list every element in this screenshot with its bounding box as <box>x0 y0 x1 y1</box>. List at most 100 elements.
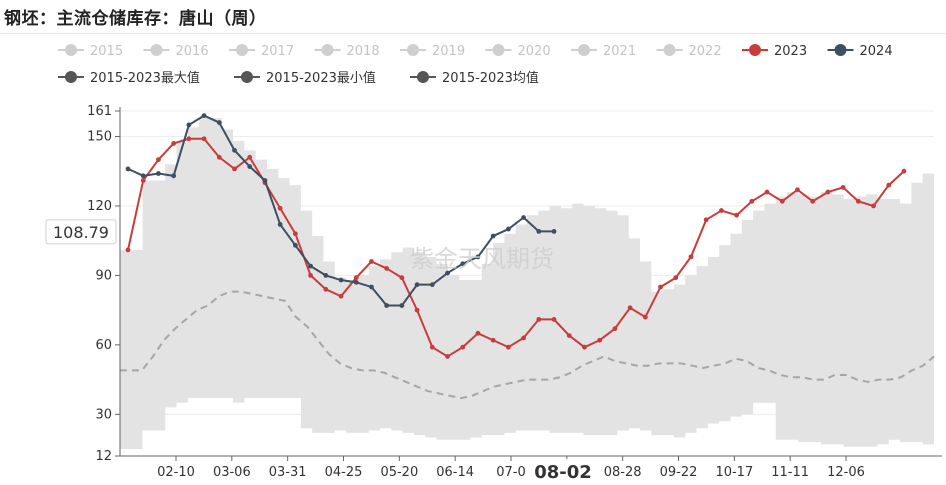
series-group <box>125 113 907 359</box>
legend-marker-7 <box>663 44 676 56</box>
legend-item-0[interactable]: 2015 <box>58 44 123 59</box>
y-tick-label-1: 30 <box>95 407 112 422</box>
point-2023-17 <box>384 266 390 271</box>
point-2023-50 <box>886 182 892 188</box>
chart-title: 钢坯：主流仓储库存：唐山（周） <box>4 9 267 29</box>
point-2023-22 <box>460 344 466 350</box>
point-2024-17 <box>384 303 390 308</box>
point-2024-26 <box>521 215 526 220</box>
point-2023-23 <box>475 330 481 336</box>
point-2023-44 <box>795 187 800 193</box>
legend-item-8[interactable]: 2023 <box>742 44 807 59</box>
point-2023-1 <box>140 178 146 183</box>
average-line-group <box>120 290 935 400</box>
legend-item-11[interactable]: 2015-2023最小值 <box>234 70 376 86</box>
point-2024-7 <box>232 147 237 153</box>
x-tick-label-5: 06-14 <box>436 465 474 480</box>
legend-item-6[interactable]: 2021 <box>571 44 636 59</box>
x-tick-label-0: 02-10 <box>157 465 195 480</box>
legend-marker-8 <box>749 44 761 56</box>
legend-label-2: 2017 <box>261 44 294 59</box>
legend-label-10: 2015-2023最大值 <box>90 70 200 86</box>
legend-item-10[interactable]: 2015-2023最大值 <box>58 70 200 86</box>
x-tick-label-11: 11-11 <box>771 465 809 480</box>
legend-item-1[interactable]: 2016 <box>143 44 209 59</box>
point-2023-32 <box>612 326 618 332</box>
x-tick-label-10: 10-17 <box>715 465 753 480</box>
point-2024-3 <box>171 173 177 179</box>
point-2024-12 <box>308 263 313 269</box>
point-2024-14 <box>338 277 344 283</box>
point-2023-18 <box>399 275 405 281</box>
point-2023-6 <box>216 154 222 160</box>
legend-marker-1 <box>150 44 163 56</box>
y-tick-label-2: 60 <box>95 338 112 353</box>
point-2023-4 <box>186 136 192 142</box>
point-2023-10 <box>277 205 283 211</box>
point-2024-0 <box>125 166 131 172</box>
legend-marker-9 <box>834 44 847 56</box>
point-2024-6 <box>216 120 222 125</box>
point-2023-12 <box>308 272 313 278</box>
y-tick-label-3: 90 <box>95 268 112 283</box>
max-min-band <box>120 117 934 450</box>
point-2023-34 <box>642 314 648 320</box>
point-2023-39 <box>718 208 724 213</box>
legend-item-5[interactable]: 2020 <box>485 44 551 59</box>
point-2023-13 <box>323 286 329 292</box>
legend-label-3: 2018 <box>347 44 380 59</box>
cursor-date-label: 08-02 <box>534 462 592 483</box>
legend-label-6: 2021 <box>603 44 636 59</box>
point-2023-29 <box>566 333 572 338</box>
point-2023-24 <box>490 337 496 343</box>
title-divider <box>0 33 946 34</box>
point-2023-47 <box>840 185 846 190</box>
point-2023-42 <box>764 189 770 195</box>
point-2024-15 <box>353 279 359 285</box>
point-2024-25 <box>505 226 511 232</box>
point-2024-1 <box>140 173 146 179</box>
point-2024-11 <box>292 242 298 248</box>
point-2023-27 <box>536 316 542 322</box>
point-2023-16 <box>369 259 374 264</box>
point-2024-9 <box>262 178 268 183</box>
point-2023-37 <box>688 254 694 260</box>
legend-label-7: 2022 <box>689 44 722 59</box>
point-2024-18 <box>399 303 405 308</box>
point-2024-20 <box>429 282 435 288</box>
watermark-text: 紫金天风期货 <box>410 245 554 273</box>
point-2023-28 <box>551 316 557 322</box>
x-tick-label-8: 08-28 <box>604 465 642 480</box>
point-2023-11 <box>292 231 298 237</box>
legend-item-3[interactable]: 2018 <box>314 44 380 59</box>
legend-label-4: 2019 <box>432 44 465 59</box>
legend-marker-12 <box>417 71 429 83</box>
point-2023-3 <box>171 141 177 146</box>
point-2023-20 <box>429 344 435 350</box>
point-2024-13 <box>323 272 329 278</box>
point-2023-7 <box>232 166 237 172</box>
point-2023-45 <box>810 198 816 204</box>
x-tick-label-2: 03-31 <box>269 465 307 480</box>
legend-item-9[interactable]: 2024 <box>827 44 893 59</box>
legend-item-4[interactable]: 2019 <box>400 44 465 59</box>
legend-item-12[interactable]: 2015-2023均值 <box>410 70 539 86</box>
point-2023-21 <box>445 354 450 359</box>
legend-marker-2 <box>236 44 248 56</box>
point-2023-35 <box>658 284 663 290</box>
legend-item-2[interactable]: 2017 <box>229 44 294 59</box>
x-tick-label-4: 05-20 <box>380 465 418 480</box>
legend-item-7[interactable]: 2022 <box>656 44 722 59</box>
point-2024-24 <box>490 233 496 239</box>
point-2023-26 <box>521 335 526 341</box>
point-2024-16 <box>369 284 374 290</box>
point-2023-25 <box>505 344 511 350</box>
cursor-value-box <box>45 219 117 245</box>
legend-label-0: 2015 <box>90 44 123 59</box>
point-2024-27 <box>536 229 542 234</box>
point-2024-23 <box>475 254 481 260</box>
x-tick-label-3: 04-25 <box>325 465 363 480</box>
legend-marker-11 <box>241 71 253 83</box>
y-tick-label-6: 161 <box>87 104 112 119</box>
